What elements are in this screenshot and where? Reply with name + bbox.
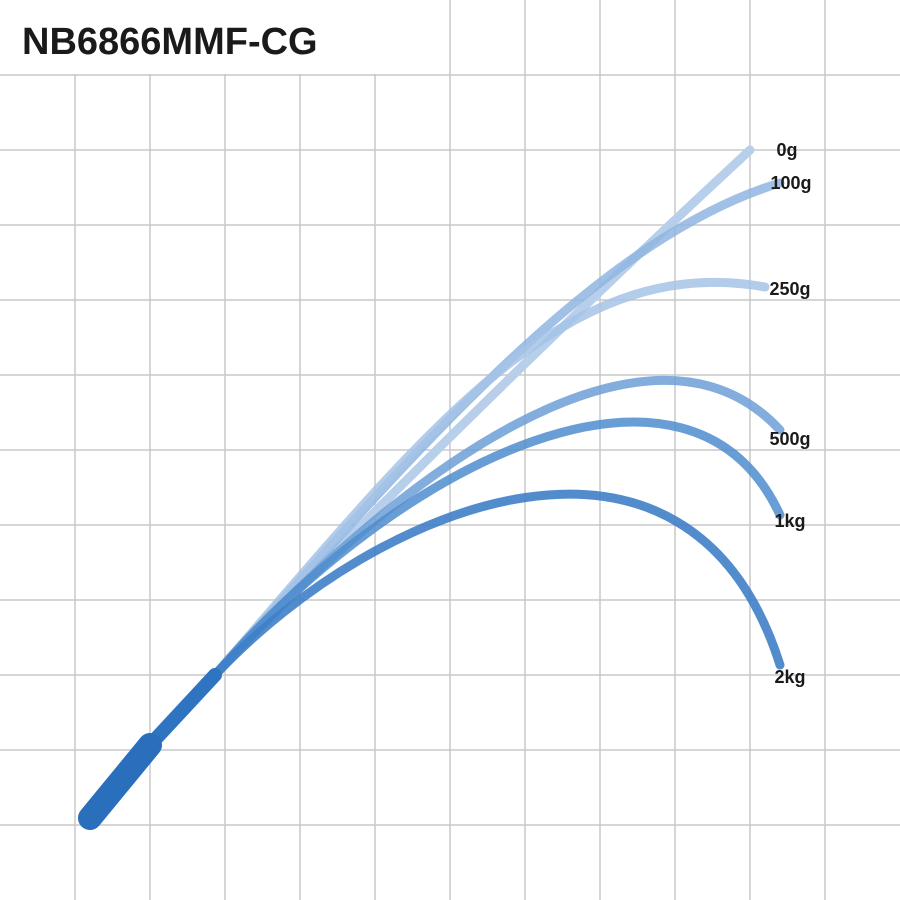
curve-2kg	[210, 489, 785, 680]
curve-label: 100g	[770, 173, 811, 193]
curve-label: 250g	[769, 279, 810, 299]
rod-curves	[78, 145, 785, 830]
curve-label: 2kg	[774, 667, 805, 687]
curve-label: 0g	[776, 140, 797, 160]
rod-butt	[78, 733, 162, 830]
curve-label: 500g	[769, 429, 810, 449]
curve-250g	[210, 277, 770, 680]
title-bg	[0, 0, 400, 74]
curve-label: 1kg	[774, 511, 805, 531]
rod-mid	[143, 668, 222, 752]
curve-1kg	[210, 417, 785, 680]
labels: 0g 100g 250g 500g 1kg 2kg	[769, 140, 811, 687]
title: NB6866MMF-CG	[22, 21, 318, 63]
